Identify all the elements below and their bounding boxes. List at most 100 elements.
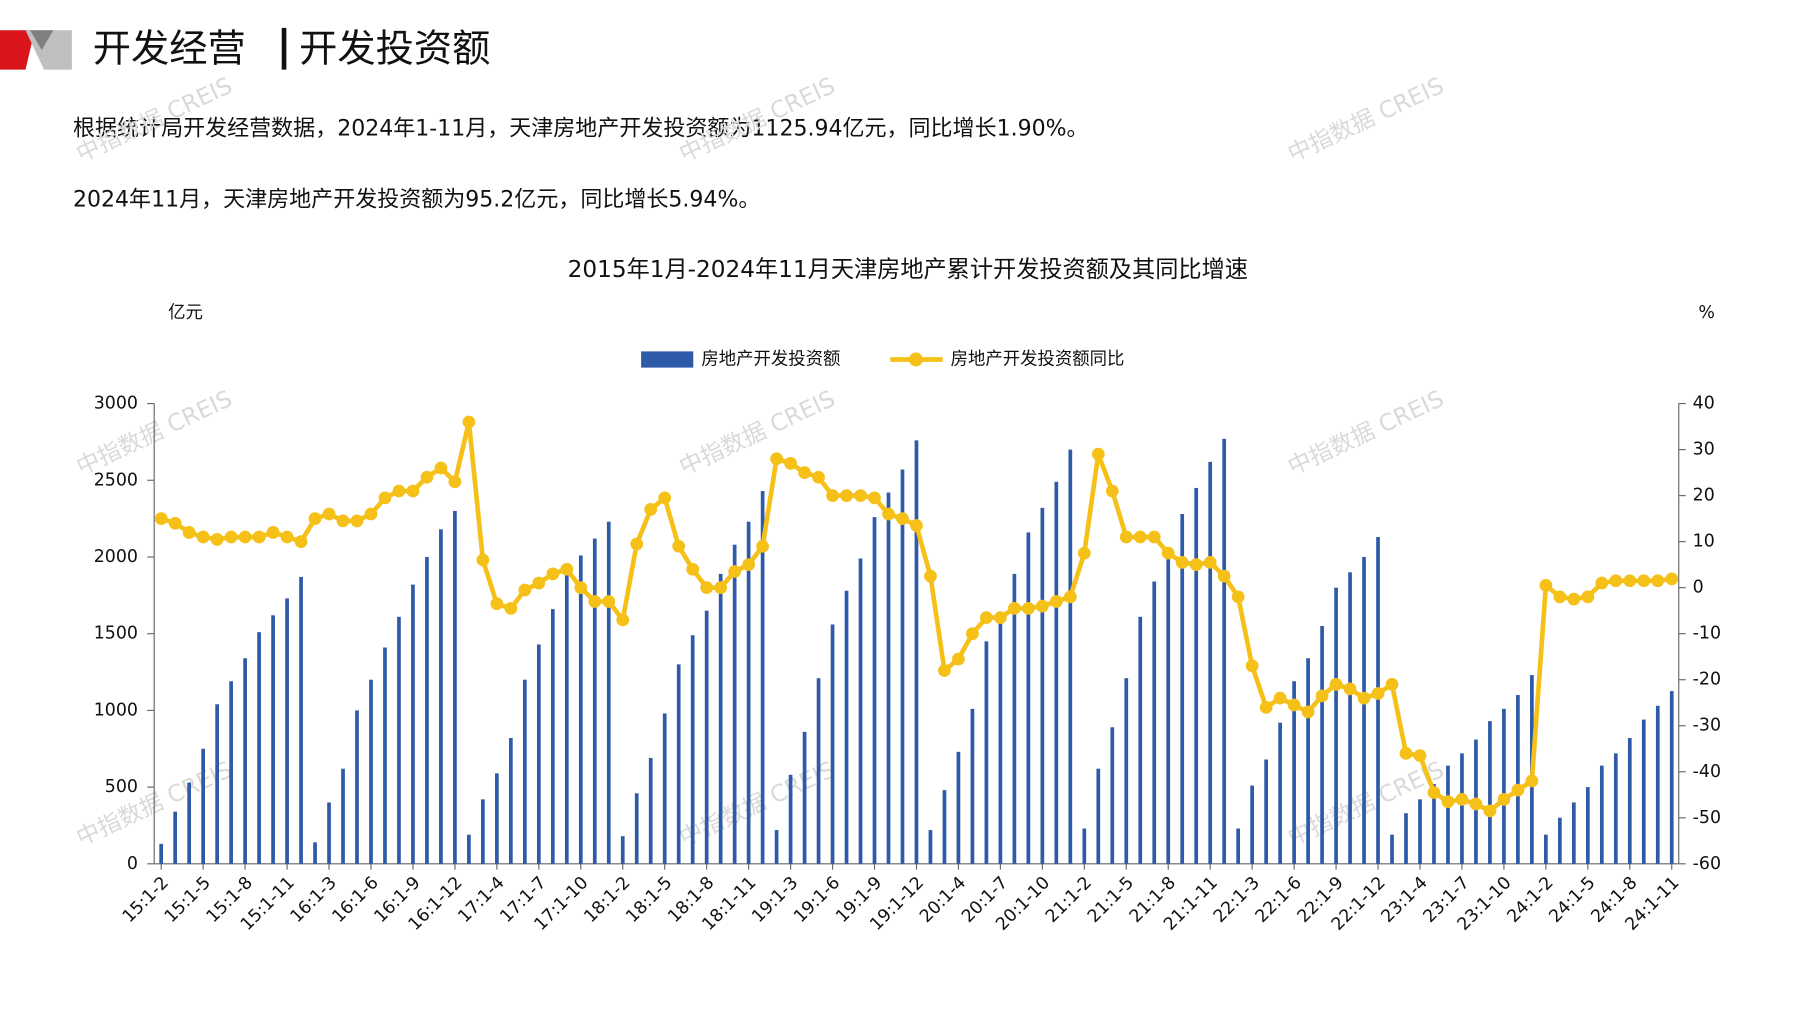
line-marker xyxy=(1539,578,1553,592)
line-marker xyxy=(994,611,1007,624)
bar xyxy=(746,521,751,864)
line-marker xyxy=(924,569,937,583)
bar xyxy=(1096,768,1101,864)
y-tick-label: 0 xyxy=(127,854,138,874)
line-marker xyxy=(1105,484,1119,498)
watermark: 中指数据 CREIS xyxy=(1284,72,1448,168)
watermark: 中指数据 CREIS xyxy=(675,756,839,852)
line-marker xyxy=(378,491,392,505)
line-marker xyxy=(1483,804,1497,818)
line-marker xyxy=(952,652,965,666)
line-marker xyxy=(896,512,909,525)
bar xyxy=(732,544,737,864)
y-tick-label: 2500 xyxy=(94,470,138,490)
line-marker xyxy=(308,512,322,525)
bar xyxy=(1641,719,1646,864)
bar xyxy=(397,616,401,864)
bar xyxy=(1390,834,1394,864)
line-marker xyxy=(294,535,308,549)
bar xyxy=(1502,708,1506,864)
bar xyxy=(648,757,653,864)
line-marker xyxy=(1133,530,1147,544)
line-marker xyxy=(1273,691,1287,705)
line-marker xyxy=(252,530,266,544)
line-marker xyxy=(1371,687,1385,700)
x-tick-label: 23:1-4 xyxy=(1378,873,1432,927)
y2-tick-label: 30 xyxy=(1693,440,1715,460)
line-marker xyxy=(350,514,364,528)
line-marker xyxy=(714,581,728,595)
y-axis-label: 亿元 xyxy=(168,303,203,323)
line-marker xyxy=(1287,698,1301,712)
bar xyxy=(1292,681,1296,864)
y2-tick-label: 10 xyxy=(1693,532,1715,552)
bar xyxy=(1236,828,1241,864)
line-marker xyxy=(266,526,280,539)
bar xyxy=(1376,537,1380,864)
line-marker xyxy=(1301,705,1315,719)
bar xyxy=(1306,658,1310,864)
bar xyxy=(592,538,597,864)
bar xyxy=(1446,765,1450,864)
x-tick-label: 15:1-5 xyxy=(161,873,215,927)
bar xyxy=(341,768,345,864)
bar xyxy=(509,738,513,864)
bar xyxy=(760,491,765,864)
line-marker xyxy=(644,503,658,516)
line-marker xyxy=(196,530,210,544)
line-marker xyxy=(1413,749,1427,763)
bar xyxy=(1264,759,1268,864)
x-tick-label: 22:1-6 xyxy=(1252,873,1306,927)
bar xyxy=(774,830,779,864)
bar xyxy=(942,790,947,864)
line-marker xyxy=(1175,555,1189,569)
x-tick-label: 16:1-6 xyxy=(329,873,383,927)
bar xyxy=(816,678,821,864)
bar xyxy=(411,584,415,864)
bar xyxy=(187,782,192,864)
bar xyxy=(1669,691,1674,864)
line-marker xyxy=(364,507,378,521)
bar xyxy=(1138,616,1143,864)
line-marker xyxy=(1497,793,1511,806)
bar xyxy=(900,469,905,864)
bar xyxy=(369,679,373,864)
bar xyxy=(285,598,289,864)
bar xyxy=(495,773,499,864)
bar xyxy=(606,521,611,864)
bar xyxy=(173,811,178,864)
bar xyxy=(1166,549,1171,864)
bar xyxy=(578,555,583,864)
line-marker xyxy=(462,415,476,429)
line-marker xyxy=(966,627,979,641)
line-marker xyxy=(1077,546,1091,560)
line-marker xyxy=(756,539,769,553)
bar xyxy=(201,748,206,864)
legend-label: 房地产开发投资额 xyxy=(701,350,840,370)
line-marker xyxy=(882,507,895,521)
bar xyxy=(1418,799,1422,864)
line-marker xyxy=(1455,793,1469,806)
bar xyxy=(1040,507,1045,864)
line-marker xyxy=(588,595,602,608)
line-marker xyxy=(784,457,797,470)
line-marker xyxy=(448,475,462,489)
line-marker xyxy=(1357,691,1371,705)
bar xyxy=(1599,765,1604,864)
bar xyxy=(215,704,219,864)
line-marker xyxy=(1008,601,1021,615)
x-tick-label: 19:1-3 xyxy=(748,873,802,927)
bar xyxy=(1488,721,1492,864)
y-tick-label: 500 xyxy=(105,777,138,797)
bar xyxy=(1152,581,1157,864)
line-marker xyxy=(1217,569,1231,583)
bar xyxy=(1348,572,1352,864)
bar xyxy=(872,517,877,864)
line-marker xyxy=(728,565,742,578)
y2-tick-label: -40 xyxy=(1693,762,1721,782)
x-tick-label: 20:1-4 xyxy=(916,873,970,927)
bar xyxy=(718,573,723,864)
bar xyxy=(1655,705,1660,864)
line-marker xyxy=(1399,746,1413,760)
